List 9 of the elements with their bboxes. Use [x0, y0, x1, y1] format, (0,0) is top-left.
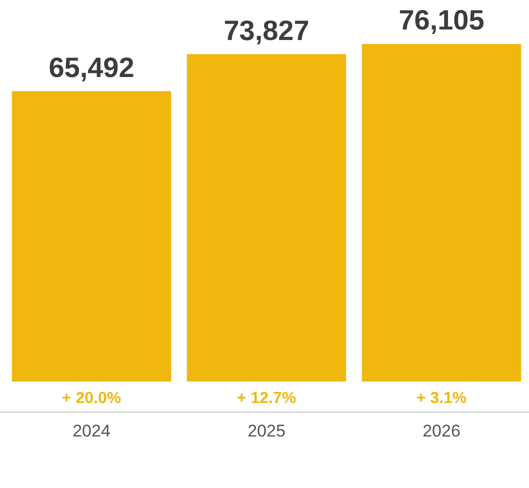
- x-tick-label: 2024: [72, 421, 110, 440]
- x-tick-label: 2025: [248, 421, 286, 440]
- text: + 12.7%: [236, 390, 296, 408]
- data-label: 76,105: [398, 4, 484, 36]
- x-tick-label: 2026: [422, 421, 460, 440]
- data-label: 65,492: [48, 52, 134, 83]
- text: + 3.1%: [416, 390, 467, 408]
- text: + 20.0%: [62, 390, 122, 408]
- data-label: 73,827: [224, 14, 310, 46]
